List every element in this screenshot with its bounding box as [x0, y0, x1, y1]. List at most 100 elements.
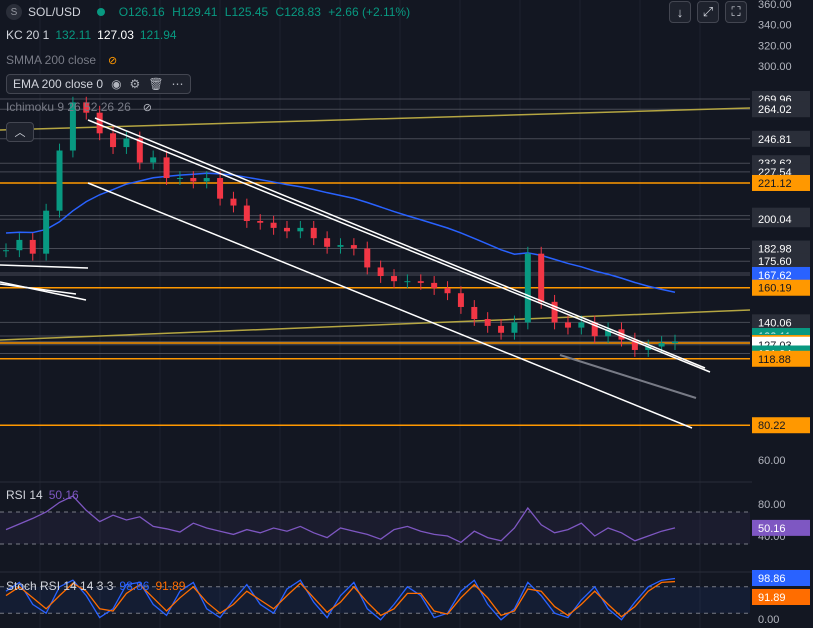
candle-body [203, 178, 210, 182]
candle-body [310, 227, 317, 239]
kc-legend[interactable]: KC 20 1 132.11 127.03 121.94 [6, 28, 177, 42]
stoch-name: Stoch RSI 14 14 3 3 [6, 579, 114, 593]
ema-line [5, 172, 676, 293]
candle-body [350, 245, 357, 249]
candle-body [96, 112, 103, 134]
more-icon[interactable]: ⋯ [171, 77, 184, 91]
candle-body [270, 222, 277, 228]
candle-body [283, 227, 290, 232]
candle-body [538, 253, 545, 302]
stoch-d-tag-label: 91.89 [758, 592, 786, 604]
band-fill [0, 586, 750, 614]
candle-body [16, 239, 23, 251]
ema-legend-box[interactable]: EMA 200 close 0 ◉ ⚙ 🗑 ⋯ [6, 74, 191, 94]
price-tag [752, 417, 810, 434]
candle-body [297, 227, 304, 232]
price-tag-label: 200.04 [758, 214, 792, 226]
stoch-k-value: 98.86 [119, 579, 150, 593]
candle-body [404, 281, 411, 283]
high-value: H129.41 [172, 5, 218, 19]
eye-icon[interactable]: ◉ [111, 77, 122, 91]
arrow-down-icon[interactable]: ↓ [669, 1, 691, 23]
stoch-d-tag [752, 589, 810, 605]
candle-body [337, 245, 344, 247]
rsi-value-tag [752, 519, 810, 536]
candle-body [364, 248, 371, 268]
market-status-dot [96, 8, 105, 16]
kc-name: KC 20 1 [6, 28, 50, 42]
candle-body [672, 341, 678, 344]
gear-icon[interactable]: ⚙ [129, 77, 141, 91]
candle-body [136, 138, 143, 163]
ema-legend[interactable]: EMA 200 close 0 ◉ ⚙ 🗑 ⋯ [6, 74, 191, 94]
channel-line [87, 119, 711, 373]
channel-line [0, 264, 89, 269]
candle-body [591, 322, 598, 337]
candle-body [56, 150, 63, 211]
stoch-line-1 [5, 580, 676, 618]
fullscreen-icon[interactable]: ⛶ [725, 1, 747, 23]
horizontal-levels [0, 98, 751, 426]
candle-body [110, 133, 117, 148]
candle-body [471, 306, 478, 320]
price-tick-label: 320.00 [758, 40, 792, 52]
candle-body [484, 319, 491, 326]
candle-body [578, 322, 585, 328]
eye-slash-icon[interactable]: ⊘ [108, 54, 118, 67]
ema-name: EMA 200 close 0 [13, 77, 104, 91]
candle-body [377, 267, 384, 277]
price-tick-label: 360.00 [758, 0, 792, 11]
rsi-line-0 [5, 495, 676, 544]
candle-body [324, 238, 331, 247]
expand-icon[interactable]: ⤢ [697, 1, 719, 23]
symbol-logo: S [6, 4, 22, 20]
price-tick-label: 340.00 [758, 20, 792, 32]
stoch-k-tag-label: 98.86 [758, 573, 786, 585]
candle-body [29, 239, 36, 254]
candle-body [444, 288, 451, 294]
symbol-name[interactable]: SOL/USD [28, 5, 81, 19]
candle-body [43, 210, 50, 254]
candle-body [217, 178, 224, 199]
candle-body [524, 253, 531, 323]
stoch-legend[interactable]: Stoch RSI 14 14 3 3 98.86 91.89 [6, 579, 185, 593]
candle-body [190, 178, 197, 182]
price-tag-label: 160.19 [758, 283, 792, 295]
price-tag-label: 167.62 [758, 270, 792, 282]
rsi-value-tag-label: 50.16 [758, 523, 786, 535]
rsi-pane [0, 495, 750, 545]
candle-body [551, 301, 558, 323]
rsi-value: 50.16 [48, 488, 79, 502]
price-axis[interactable]: 360.00340.00320.00300.0060.00269.96264.0… [752, 0, 813, 628]
trash-icon[interactable]: 🗑 [148, 77, 164, 91]
price-tag [752, 240, 810, 257]
candle-body [658, 343, 665, 347]
price-tag [752, 174, 810, 191]
symbol-legend: S SOL/USD O126.16 H129.41 L125.45 C128.8… [6, 4, 414, 20]
candle-body [431, 282, 438, 289]
price-tag-label: 80.22 [758, 420, 786, 432]
rsi-legend[interactable]: RSI 14 50.16 [6, 488, 79, 502]
price-tag [752, 279, 810, 296]
smma-name: SMMA 200 close [6, 53, 97, 67]
channel-mid-line [559, 354, 697, 399]
price-tag [752, 314, 810, 331]
stoch-line-0 [5, 577, 676, 621]
stoch-d-value: 91.89 [155, 579, 186, 593]
ichimoku-legend[interactable]: Ichimoku 9 26 52 26 26 ⊘ [6, 100, 152, 114]
rising-trend-line [0, 309, 751, 341]
low-value: L125.45 [224, 5, 269, 19]
kc-middle: 127.03 [97, 28, 134, 42]
eye-slash-icon[interactable]: ⊘ [142, 101, 152, 114]
price-tag [752, 211, 810, 228]
candle-body [3, 250, 9, 252]
chevron-up-icon[interactable]: ︿ [6, 122, 34, 142]
rising-trend-line [0, 107, 751, 131]
channel-line [0, 281, 87, 301]
stoch-k-tag [752, 570, 810, 586]
candle-body [511, 322, 518, 333]
channel-line [0, 283, 77, 295]
price-tag [752, 266, 810, 283]
smma-legend[interactable]: SMMA 200 close ⊘ [6, 53, 117, 67]
